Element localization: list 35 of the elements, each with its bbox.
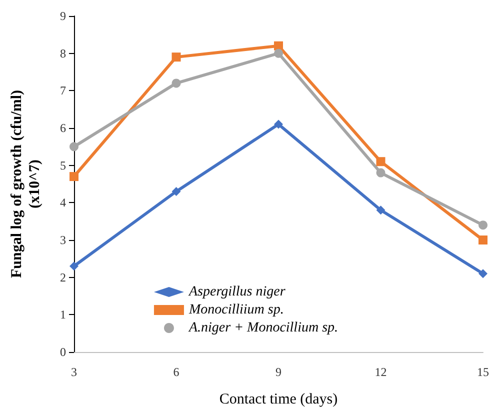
point — [376, 157, 386, 166]
y-tick-label: 0 — [60, 345, 66, 359]
point — [70, 142, 78, 152]
point — [274, 120, 283, 129]
point — [70, 262, 78, 271]
y-tick-label: 8 — [60, 46, 66, 60]
point — [172, 186, 181, 196]
legend-label: A.niger + Monocillium sp. — [188, 320, 338, 336]
y-tick-label: 9 — [60, 9, 66, 23]
y-axis-title: Fungal log of growth (cfu/ml) (x10^7) — [9, 90, 43, 278]
point — [70, 172, 78, 182]
legend-label: Aspergillus niger — [188, 284, 286, 300]
point — [376, 206, 386, 215]
y-tick-label: 1 — [60, 308, 66, 322]
point — [478, 269, 488, 278]
y-tick-label: 4 — [60, 196, 66, 210]
y-tick-label: 6 — [60, 121, 66, 135]
x-tick-label: 3 — [71, 365, 77, 379]
point — [478, 236, 488, 244]
point — [376, 168, 386, 178]
x-tick-label: 15 — [477, 365, 489, 379]
point — [274, 48, 283, 58]
x-axis-title: Contact time (days) — [219, 392, 338, 408]
y-tick-label: 5 — [60, 158, 66, 172]
point — [274, 41, 283, 50]
y-tick-label: 3 — [60, 233, 66, 247]
point — [172, 78, 181, 88]
y-tick-label: 2 — [60, 270, 66, 284]
point — [172, 52, 181, 62]
x-tick-label: 12 — [374, 365, 387, 379]
x-tick-label: 9 — [276, 365, 282, 379]
y-tick-label: 7 — [60, 84, 66, 98]
x-tick-label: 6 — [173, 365, 180, 379]
point — [478, 220, 488, 230]
legend-label: Monocilliium sp. — [188, 302, 284, 318]
